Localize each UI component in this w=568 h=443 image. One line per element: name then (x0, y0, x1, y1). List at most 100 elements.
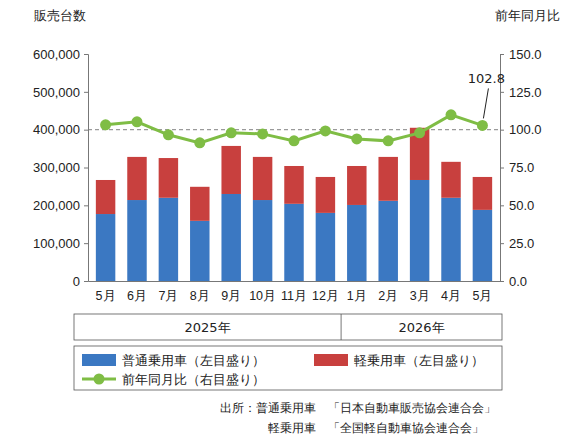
marker (383, 135, 394, 146)
bar (316, 213, 335, 281)
tick-label: 200,000 (33, 198, 80, 213)
bar (284, 204, 303, 281)
tick: 125.0 (500, 84, 542, 99)
tick-mark (84, 168, 88, 169)
tick-mark (84, 243, 88, 244)
bar (127, 157, 146, 200)
tick: 150.0 (500, 47, 542, 62)
tick: 9月 (221, 281, 241, 303)
bar (473, 210, 492, 281)
tick-label: 600,000 (33, 47, 80, 62)
group-divider (341, 314, 342, 340)
group-row (74, 314, 502, 340)
legend-item: 普通乗用車（左目盛り） (82, 353, 265, 368)
tick-label: 0 (73, 274, 80, 289)
marker (351, 133, 362, 144)
tick-mark (500, 92, 504, 93)
tick-mark (500, 130, 504, 131)
legend-label: 前年同月比（右目盛り） (122, 372, 265, 387)
marker (289, 135, 300, 146)
y-axis-title: 販売台数 (34, 8, 86, 23)
tick-mark (84, 54, 88, 55)
y2-axis: 0.0 25.0 50.0 75.0 100.0 125.0 150.0 (500, 47, 542, 289)
tick: 1月 (347, 281, 367, 303)
tick: 0 (73, 274, 88, 289)
tick-label: 10月 (249, 289, 276, 303)
marker (163, 129, 174, 140)
tick: 100,000 (33, 236, 88, 251)
tick-label: 300,000 (33, 160, 80, 175)
bar (410, 180, 429, 281)
marker (257, 128, 268, 139)
tick-label: 100,000 (33, 236, 80, 251)
tick: 200,000 (33, 198, 88, 213)
tick-label: 2月 (378, 289, 398, 303)
tick: 0.0 (500, 274, 527, 289)
tick-label: 500,000 (33, 84, 80, 99)
bar (159, 198, 178, 281)
tick-mark (84, 92, 88, 93)
tick-label: 6月 (127, 289, 147, 303)
tick-mark (500, 168, 504, 169)
marker (446, 109, 457, 120)
bar (441, 198, 460, 281)
tick: 75.0 (500, 160, 534, 175)
legend-label: 軽乗用車（左目盛り） (354, 353, 484, 368)
bar (127, 200, 146, 281)
group-label: 2026年 (399, 320, 445, 335)
annotation-leader (483, 88, 488, 118)
bar (253, 157, 272, 200)
legend-swatch (82, 354, 116, 366)
bar (378, 201, 397, 281)
tick-label: 11月 (281, 289, 307, 303)
tick: 100.0 (500, 122, 542, 137)
source-note: 軽乗用車 「全国軽自動車協会連合会」 (268, 421, 484, 435)
tick-mark (500, 281, 504, 282)
tick-label: 8月 (190, 289, 210, 303)
bar (190, 221, 209, 281)
marker (100, 119, 111, 130)
chart: 2025年 2026年 0 100,000 200,000 300,000 400,000 5… (0, 0, 568, 443)
bar (221, 146, 240, 194)
tick-label: 75.0 (509, 160, 534, 175)
tick: 7月 (158, 281, 178, 303)
plot-area (88, 109, 500, 281)
marker (320, 125, 331, 136)
tick: 300,000 (33, 160, 88, 175)
tick-mark (500, 54, 504, 55)
tick-label: 125.0 (509, 84, 542, 99)
y2-axis-title: 前年同月比 (495, 8, 560, 23)
tick: 11月 (281, 281, 307, 303)
tick-label: 4月 (441, 289, 461, 303)
bar (316, 177, 335, 213)
tick-mark (84, 130, 88, 131)
axis-line (84, 55, 89, 282)
marker (194, 137, 205, 148)
legend-swatch (94, 374, 105, 385)
tick-label: 12月 (312, 289, 339, 303)
tick-label: 5月 (96, 289, 116, 303)
tick: 600,000 (33, 47, 88, 62)
legend-item: 軽乗用車（左目盛り） (314, 353, 484, 368)
marker (477, 120, 488, 131)
tick: 25.0 (500, 236, 534, 251)
group-label: 2025年 (185, 320, 231, 335)
legend-swatch (314, 354, 348, 366)
tick: 3月 (410, 281, 430, 303)
bar (347, 205, 366, 281)
tick: 10月 (249, 281, 276, 303)
tick-label: 7月 (158, 289, 178, 303)
bar (284, 166, 303, 204)
tick-label: 50.0 (509, 198, 534, 213)
y-axis: 0 100,000 200,000 300,000 400,000 500,000 600,… (33, 47, 89, 289)
tick: 400,000 (33, 122, 88, 137)
legend: 普通乗用車（左目盛り） 軽乗用車（左目盛り） 前年同月比（右目盛り） (74, 346, 502, 390)
legend-box (74, 346, 502, 390)
bar (190, 187, 209, 221)
bar (347, 166, 366, 205)
tick-label: 1月 (347, 289, 367, 303)
tick-label: 25.0 (509, 236, 534, 251)
tick: 6月 (127, 281, 147, 303)
tick-label: 0.0 (509, 274, 527, 289)
tick: 2月 (378, 281, 398, 303)
